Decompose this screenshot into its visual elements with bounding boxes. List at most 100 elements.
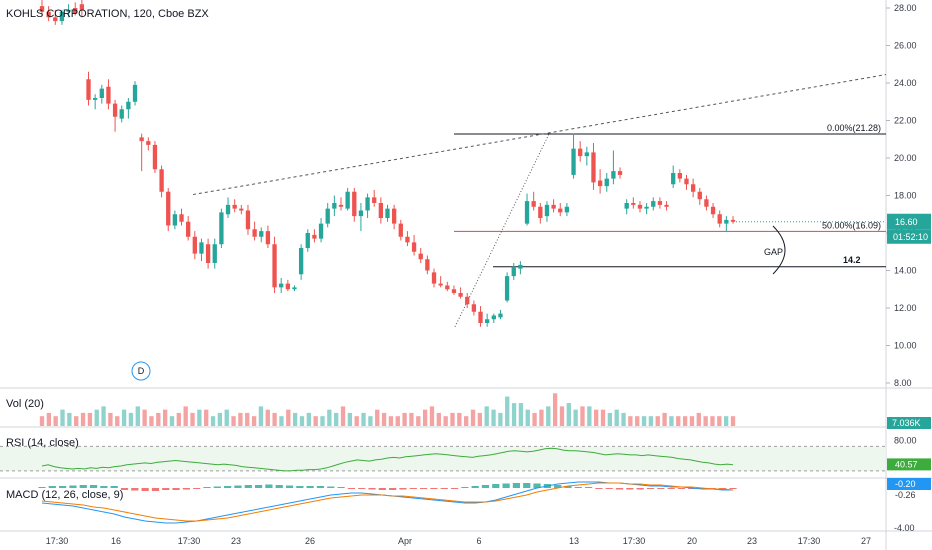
candle: [332, 195, 337, 217]
volume-bar: [689, 416, 695, 426]
candle-body: [186, 221, 191, 237]
candle: [112, 99, 118, 132]
candle: [219, 208, 224, 248]
candle-body: [225, 204, 231, 215]
candle: [106, 79, 111, 110]
candle: [491, 313, 496, 323]
volume-bar: [381, 412, 387, 426]
volume-bar: [532, 412, 537, 426]
candle: [677, 169, 683, 183]
candle: [146, 137, 151, 151]
candle: [225, 197, 231, 218]
volume-last-badge: [887, 417, 931, 429]
price-tick-label: 8.00: [894, 378, 912, 388]
candle-body: [385, 208, 390, 218]
time-tick-label: 16: [111, 536, 121, 546]
candle-body: [578, 148, 583, 157]
volume-bar: [566, 403, 571, 426]
candle: [724, 216, 729, 232]
macd-histogram-bar: [729, 488, 737, 489]
candle-body: [445, 285, 450, 290]
candle: [159, 165, 164, 198]
candle-body: [39, 6, 45, 12]
volume-bar: [272, 412, 277, 426]
candle: [657, 197, 663, 209]
candle: [252, 221, 257, 241]
candle: [465, 293, 470, 308]
candle: [697, 188, 702, 205]
volume-bar: [368, 416, 373, 426]
macd-histogram-bar: [327, 486, 335, 488]
candle-body: [219, 212, 224, 245]
candle-body: [252, 229, 257, 237]
price-tick-label: 12.00: [894, 303, 917, 313]
price-tick-label: 22.00: [894, 116, 917, 126]
candle-body: [332, 203, 337, 209]
macd-last-value: -0.20: [895, 479, 916, 489]
macd-histogram-bar: [151, 488, 160, 491]
candle: [524, 193, 530, 226]
volume-bar: [635, 416, 640, 426]
macd-histogram-bar: [419, 488, 428, 489]
price-tick-label: 20.00: [894, 153, 917, 163]
macd-histogram-bar: [141, 488, 149, 491]
macd-histogram-bar: [440, 488, 448, 489]
volume-bar: [457, 412, 462, 426]
macd-pane: [38, 481, 737, 524]
candle-body: [312, 234, 317, 239]
candle: [298, 244, 304, 280]
volume-bar: [347, 412, 353, 426]
candle: [710, 203, 716, 218]
last-price-value: 16.60: [895, 217, 918, 227]
time-tick-label: 23: [231, 536, 241, 546]
candle: [139, 133, 144, 172]
volume-bar: [443, 416, 448, 426]
candle: [551, 199, 556, 213]
candle: [99, 84, 104, 104]
macd-histogram-bar: [38, 487, 46, 488]
candle: [285, 279, 290, 292]
volume-bar: [135, 406, 140, 426]
candle-body: [298, 248, 304, 275]
time-tick-label: Apr: [398, 536, 412, 546]
rsi-band: [0, 446, 886, 471]
time-tick-label: 17:30: [46, 536, 69, 546]
candle-body: [79, 4, 85, 10]
candle-body: [73, 8, 78, 14]
macd-histogram-bar: [574, 487, 582, 488]
candle: [305, 229, 310, 252]
volume-bar: [245, 412, 250, 426]
volume-bar: [518, 403, 524, 426]
candle-body: [518, 264, 523, 269]
volume-bar: [662, 412, 667, 426]
volume-bar: [511, 403, 517, 426]
candle: [66, 4, 71, 18]
volume-bar: [470, 409, 476, 426]
candle: [438, 276, 443, 288]
candle-body: [690, 184, 696, 192]
candle: [445, 281, 450, 292]
fib-level-label: 0.00%(21.28): [827, 123, 881, 133]
candle: [518, 261, 523, 275]
candle-body: [717, 214, 722, 224]
time-tick-label: 17:30: [178, 536, 201, 546]
macd-histogram-bar: [234, 485, 242, 488]
candle: [152, 141, 158, 173]
candle: [684, 174, 689, 190]
candle: [544, 201, 550, 222]
candle: [690, 178, 696, 198]
volume-bar: [292, 412, 298, 426]
candle: [631, 197, 636, 209]
macd-histogram-bar: [389, 488, 397, 490]
candle: [651, 197, 656, 211]
candle-body: [132, 84, 138, 102]
trendline-dashed: [192, 74, 887, 196]
candle-body: [544, 204, 550, 217]
volume-bar: [375, 409, 380, 426]
candle-body: [498, 313, 503, 318]
time-tick-label: 26: [305, 536, 315, 546]
candle: [531, 191, 536, 211]
time-tick-label: 17:30: [623, 536, 646, 546]
candle-body: [199, 242, 204, 254]
